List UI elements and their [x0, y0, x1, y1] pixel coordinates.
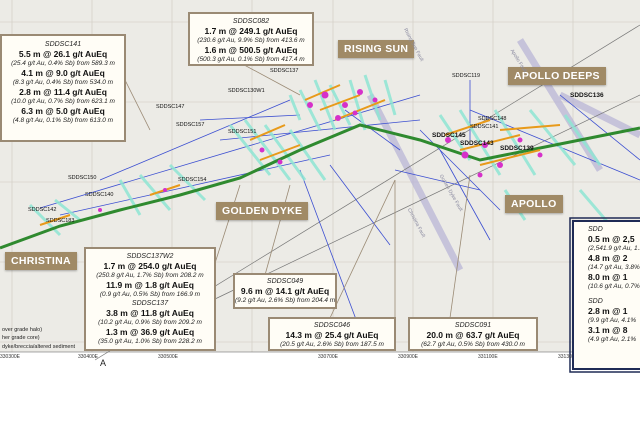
intercept-value: 14.3 m @ 25.4 g/t AuEq: [285, 330, 379, 340]
hole-label-sddsc139: SDDSC139: [500, 145, 534, 152]
intercept-detail: (35.0 g/t Au, 1.0% Sb) from 228.2 m: [98, 338, 202, 345]
callout-sddsc049: SDDSC049 9.6 m @ 14.1 g/t AuEq (9.2 g/t …: [233, 273, 337, 309]
intercept-value: 1.3 m @ 36.9 g/t AuEq: [105, 327, 195, 337]
coord-label: 330700E: [318, 354, 339, 360]
callout-hole-id: SDDSC046: [313, 322, 351, 329]
hole-label-sddsc147: SDDSC147: [156, 104, 185, 110]
grade-halos: [28, 74, 612, 237]
callout-sddsc091: SDDSC091 20.0 m @ 63.7 g/t AuEq (62.7 g/…: [408, 317, 538, 351]
hole-label-sddsc145: SDDSC145: [432, 132, 466, 139]
location-christina: CHRISTINA: [5, 252, 77, 270]
location-golden-dyke: GOLDEN DYKE: [216, 202, 309, 220]
high-grade-points: [98, 89, 543, 212]
section-marker: A: [100, 358, 107, 368]
hole-label-sddsc143: SDDSC143: [460, 140, 494, 147]
intercept-detail: (62.7 g/t Au, 0.5% Sb) from 430.0 m: [421, 341, 525, 348]
intercept-value: 4.8 m @ 2: [588, 253, 628, 263]
callout-hole-id: SDDSC137W2: [126, 253, 174, 260]
intercept-detail: (250.8 g/t Au, 1.7% Sb) from 208.2 m: [96, 272, 204, 279]
coord-label: 330300E: [0, 354, 21, 360]
legend-core: her grade core): [2, 335, 40, 341]
hole-label-sddsc136: SDDSC136: [570, 92, 604, 99]
intercept-value: 2.8 m @ 11.4 g/t AuEq: [19, 87, 107, 97]
intercept-value: 2.8 m @ 1: [588, 306, 628, 316]
hole-label-sddsc154: SDDSC154: [178, 177, 207, 183]
hole-label-sddsc150: SDDSC150: [68, 175, 97, 181]
intercept-detail: (14.7 g/t Au, 3.8%: [588, 264, 640, 271]
hole-label-sddsc130w1: SDDSC130W1: [228, 88, 265, 94]
intercept-detail: (4.9 g/t Au, 2.1%: [588, 336, 637, 343]
intercept-value: 1.7 m @ 249.1 g/t AuEq: [204, 26, 298, 36]
intercept-detail: (500.3 g/t Au, 0.1% Sb) from 417.4 m: [197, 56, 305, 63]
coord-label: 330900E: [398, 354, 419, 360]
callout-sddsc046: SDDSC046 14.3 m @ 25.4 g/t AuEq (20.5 g/…: [268, 317, 396, 351]
hole-label-sddsc140: SDDSC140: [85, 192, 114, 198]
intercept-detail: (4.8 g/t Au, 0.1% Sb) from 613.0 m: [12, 117, 114, 124]
intercept-value: 4.1 m @ 9.0 g/t AuEq: [21, 68, 105, 78]
intercept-detail: (2,541.9 g/t Au, 1.1: [588, 245, 640, 252]
hole-label-sddsc183: SDDSC183: [46, 218, 75, 224]
coord-label: 331300E: [558, 354, 579, 360]
dyke-line: [0, 123, 640, 250]
legend-halo: over grade halo): [2, 327, 43, 333]
legend-dyke: dyke/breccia/altered sediment: [2, 344, 76, 350]
intercept-value: 3.1 m @ 8: [588, 325, 628, 335]
callout-hole-id: SDD: [588, 298, 603, 305]
location-apollo: APOLLO: [505, 195, 563, 213]
intercept-detail: (9.2 g/t Au, 2.6% Sb) from 204.4 m: [235, 297, 336, 304]
location-rising-sun: RISING SUN: [338, 40, 415, 58]
location-apollo-deeps: APOLLO DEEPS: [508, 67, 606, 85]
hole-label-sddsc151: SDDSC151: [228, 129, 257, 135]
callout-sddsc141: SDDSC141 5.5 m @ 26.1 g/t AuEq (25.4 g/t…: [0, 34, 126, 142]
intercept-value: 3.8 m @ 11.8 g/t AuEq: [106, 308, 194, 318]
callout-hole-id: SDDSC082: [232, 18, 270, 25]
intercept-value: 5.5 m @ 26.1 g/t AuEq: [18, 49, 108, 59]
hole-label-sddsc142: SDDSC142: [28, 207, 57, 213]
hole-label-sddsc148: SDDSC148: [478, 116, 507, 122]
callout-hole-id: SDDSC137: [131, 300, 169, 307]
intercept-value: 1.7 m @ 254.0 g/t AuEq: [103, 261, 197, 271]
grade-intervals: [39, 84, 561, 226]
intercept-detail: (20.5 g/t Au, 2.6% Sb) from 187.5 m: [280, 341, 384, 348]
coord-label: 331100E: [478, 354, 498, 360]
callout-hole-id: SDDSC141: [44, 41, 82, 48]
intercept-detail: (0.9 g/t Au, 0.5% Sb) from 166.9 m: [99, 291, 201, 298]
intercept-value: 11.9 m @ 1.8 g/t AuEq: [106, 280, 194, 290]
hole-label-sddsc141-small: SDDSC141: [470, 124, 499, 130]
intercept-detail: (230.6 g/t Au, 9.9% Sb) from 413.6 m: [197, 37, 305, 44]
callout-hole-id: SDDSC091: [454, 322, 492, 329]
intercept-detail: (8.3 g/t Au, 0.4% Sb) from 534.0 m: [12, 79, 114, 86]
intercept-value: 9.6 m @ 14.1 g/t AuEq: [240, 286, 330, 296]
hole-label-sddsc157: SDDSC157: [176, 122, 205, 128]
coord-label: 330400E: [78, 354, 99, 360]
hole-label-sddsc137-small: SDDSC137: [270, 68, 299, 74]
coord-label: 330500E: [158, 354, 179, 360]
intercept-value: 6.3 m @ 5.0 g/t AuEq: [21, 106, 105, 116]
callout-right-partial: SDD 0.5 m @ 2,5 (2,541.9 g/t Au, 1.1 4.8…: [572, 220, 640, 370]
callout-sddsc082: SDDSC082 1.7 m @ 249.1 g/t AuEq (230.6 g…: [188, 12, 314, 66]
intercept-detail: (10.0 g/t Au, 0.7% Sb) from 623.1 m: [11, 98, 115, 105]
intercept-detail: (10.2 g/t Au, 0.9% Sb) from 209.2 m: [98, 319, 202, 326]
intercept-value: 8.0 m @ 1: [588, 272, 628, 282]
intercept-detail: (10.6 g/t Au, 0.7%: [588, 283, 640, 290]
callout-hole-id: SDDSC049: [266, 278, 304, 285]
intercept-detail: (25.4 g/t Au, 0.4% Sb) from 589.3 m: [11, 60, 115, 67]
callout-hole-id: SDD: [588, 226, 603, 233]
intercept-detail: (9.9 g/t Au, 4.1%: [588, 317, 637, 324]
hole-label-sddsc119: SDDSC119: [452, 73, 481, 79]
intercept-value: 0.5 m @ 2,5: [588, 234, 635, 244]
intercept-value: 1.6 m @ 500.5 g/t AuEq: [204, 45, 298, 55]
intercept-value: 20.0 m @ 63.7 g/t AuEq: [426, 330, 520, 340]
callout-sddsc137: SDDSC137W2 1.7 m @ 254.0 g/t AuEq (250.8…: [84, 247, 216, 351]
